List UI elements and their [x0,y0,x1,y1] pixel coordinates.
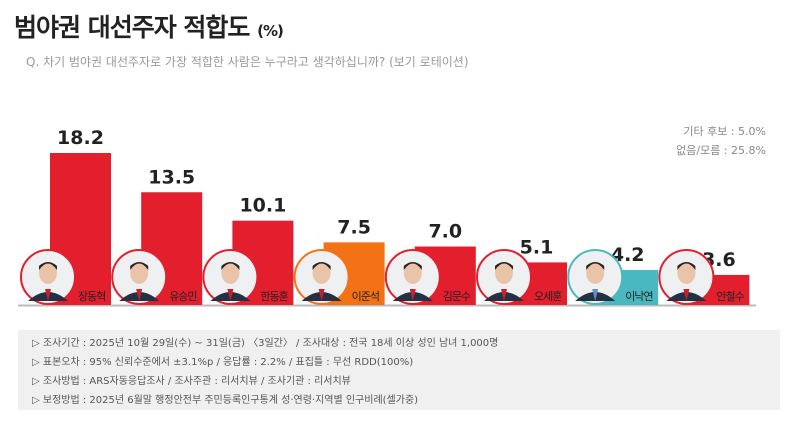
candidate-name: 오세훈 [534,290,562,303]
candidate-photo [567,249,624,305]
data-label: 7.0 [428,221,462,243]
data-label: 10.1 [239,195,286,217]
survey-notes: ▷ 조사기간 : 2025년 10월 29일(수) ~ 31일(금) 〈3일간〉… [18,330,780,410]
candidate-name: 유승민 [169,290,196,303]
data-label: 5.1 [520,236,554,258]
candidate-photo [111,249,168,305]
candidate-name: 이준석 [352,290,379,303]
candidate-photo [476,249,532,305]
candidate-name: 한동훈 [260,290,288,303]
title-unit: (%) [257,22,284,40]
candidate-photo [658,249,715,305]
candidate-photo [293,249,350,305]
title-text: 범야권 대선주자 적합도 [14,13,250,42]
candidate-photo [202,249,259,305]
data-label: 18.2 [57,127,104,149]
note-weighting: ▷ 보정방법 : 2025년 6월말 행정안전부 주민등록인구통계 성·연령·지… [32,395,419,406]
subtitle: Q. 차기 범야권 대선주자로 가장 적합한 사람은 누구라고 생각하십니까? … [26,55,469,69]
candidate-photo [20,249,76,305]
data-label: 13.5 [148,166,195,188]
candidate-name: 이낙연 [625,290,652,303]
page-title: 범야권 대선주자 적합도 (%) [14,8,284,44]
note-method: ▷ 조사방법 : ARS자동응답조사 / 조사주관 : 리서치뷰 / 조사기관 … [32,376,351,387]
bar-chart: 18.2 장동혁 13.5 유승민 10.1 한동훈 7.5 이준석 7.0 김문수 5.1 오세훈 4… [18,127,756,307]
note-error: ▷ 표본오차 : 95% 신뢰수준에서 ±3.1%p / 응답률 : 2.2% … [32,357,414,368]
note-period: ▷ 조사기간 : 2025년 10월 29일(수) ~ 31일(금) 〈3일간〉… [32,338,499,349]
candidate-name: 김문수 [443,290,471,303]
others-candidates: 기타 후보 : 5.0% [683,125,766,138]
candidate-name: 장동혁 [78,290,105,303]
data-label: 4.2 [611,244,645,266]
others-none: 없음/모름 : 25.8% [676,144,766,157]
data-label: 7.5 [337,216,371,238]
candidate-photo [384,249,441,305]
others-box: 기타 후보 : 5.0% 없음/모름 : 25.8% [676,122,766,160]
candidate-name: 안철수 [716,290,744,303]
